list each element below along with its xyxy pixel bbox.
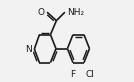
Text: Cl: Cl (85, 70, 94, 79)
Text: O: O (38, 8, 45, 17)
Text: F: F (70, 70, 75, 79)
Text: NH₂: NH₂ (67, 8, 84, 17)
Text: N: N (25, 45, 32, 54)
